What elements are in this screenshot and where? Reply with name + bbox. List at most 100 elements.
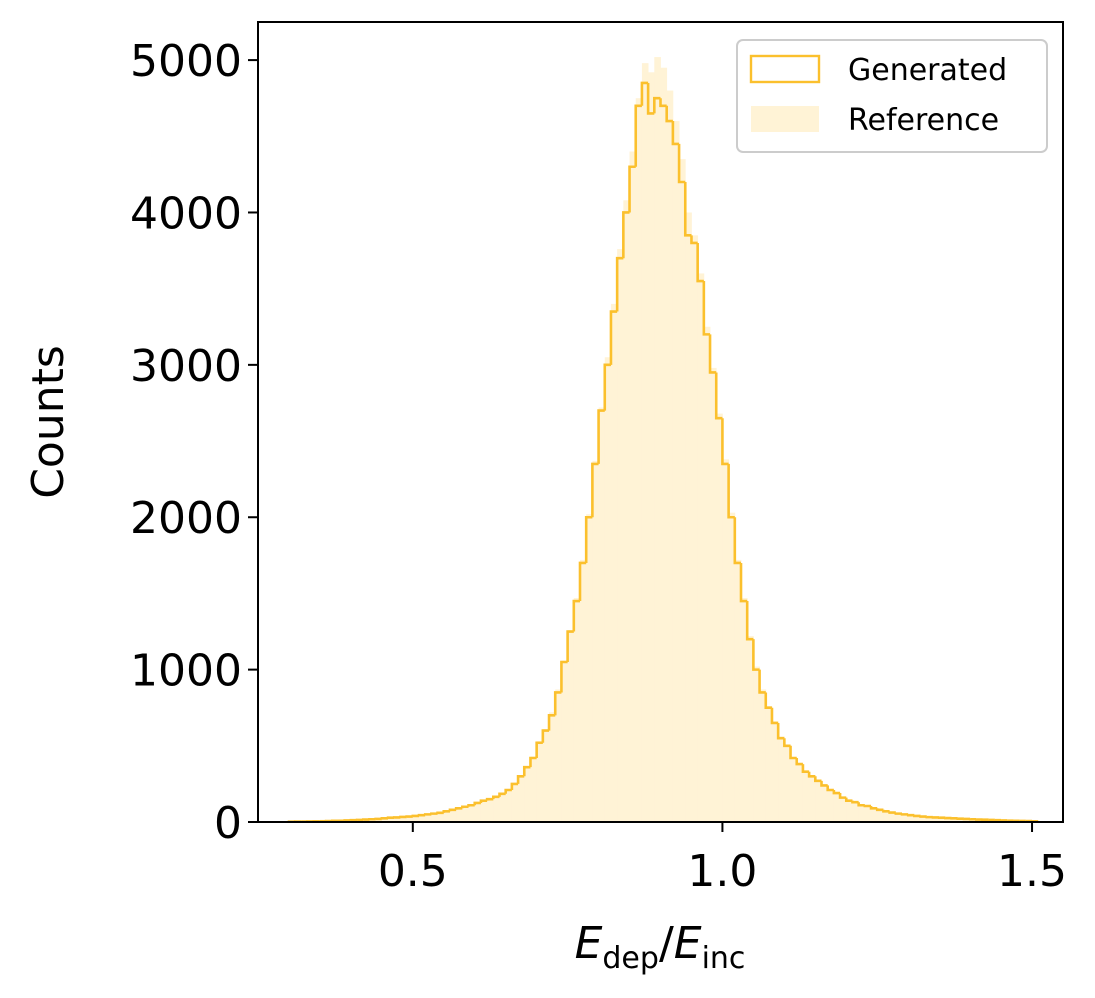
generated-step xyxy=(721,418,729,466)
generated-step xyxy=(411,814,419,818)
generated-step xyxy=(844,797,853,802)
reference-bar xyxy=(883,811,891,822)
reference-bar xyxy=(456,807,463,822)
axes: 0.5 1.0 1.5 0 1000 2000 3000 4000 5000 xyxy=(130,21,1067,897)
reference-bar xyxy=(833,792,841,822)
generated-step xyxy=(461,805,469,809)
reference-bar xyxy=(635,98,643,822)
y-tick-label: 1000 xyxy=(130,646,242,697)
x-axis-title-slash: / xyxy=(659,918,674,969)
reference-bar xyxy=(802,770,810,822)
generated-step xyxy=(900,813,909,816)
reference-bar xyxy=(697,273,705,822)
generated-step xyxy=(820,780,828,787)
reference-bar xyxy=(462,806,469,822)
reference-bar xyxy=(747,636,754,822)
generated-step xyxy=(776,722,785,740)
generated-step xyxy=(454,806,463,810)
reference-bar xyxy=(716,413,723,822)
generated-step xyxy=(479,799,488,803)
reference-bar xyxy=(431,813,438,822)
reference-bar xyxy=(623,200,630,823)
generated-step xyxy=(609,310,618,365)
reference-bar xyxy=(388,817,395,822)
reference-bar xyxy=(821,785,829,822)
generated-step xyxy=(504,788,512,794)
generated-step xyxy=(529,756,537,768)
reference-bar xyxy=(932,817,940,822)
x-axis-title-sub2: inc xyxy=(702,941,746,976)
generated-step xyxy=(572,599,580,632)
reference-bar xyxy=(889,812,897,822)
reference-bar xyxy=(412,815,420,822)
y-tick-label: 2000 xyxy=(130,493,242,544)
legend: Generated Reference xyxy=(736,39,1048,153)
reference-bar xyxy=(722,459,730,822)
generated-step xyxy=(467,803,475,807)
reference-bar xyxy=(877,809,884,822)
reference-bar xyxy=(561,660,569,822)
generated-step xyxy=(473,801,481,806)
reference-bar xyxy=(419,814,426,822)
generated-step xyxy=(442,810,450,813)
reference-bar xyxy=(809,775,816,822)
reference-bar xyxy=(394,817,401,822)
legend-label-reference: Reference xyxy=(848,103,999,138)
generated-step xyxy=(739,562,748,603)
legend-label-generated: Generated xyxy=(848,53,1007,88)
reference-bar xyxy=(549,712,556,822)
reference-bar xyxy=(592,460,599,822)
reference-bar xyxy=(902,814,909,822)
y-tick-label: 5000 xyxy=(130,36,242,87)
reference-bar xyxy=(610,303,618,822)
generated-step xyxy=(510,782,519,790)
reference-bar xyxy=(939,817,946,822)
generated-step xyxy=(863,804,872,808)
generated-step xyxy=(597,409,605,464)
reference-bar xyxy=(511,783,519,822)
reference-bar xyxy=(518,775,525,822)
reference-bar xyxy=(604,357,612,822)
reference-bar xyxy=(728,512,736,822)
generated-step xyxy=(758,669,766,694)
reference-bar xyxy=(369,819,377,822)
reference-bar xyxy=(648,72,655,823)
reference-bar xyxy=(895,813,903,822)
generated-step xyxy=(714,372,723,420)
x-tick-label: 0.5 xyxy=(378,846,448,897)
generated-step xyxy=(869,806,878,810)
x-axis-title: Edep/Einc xyxy=(575,918,746,976)
reference-bar xyxy=(871,808,878,822)
reference-bar xyxy=(449,809,457,822)
reference-bar xyxy=(493,796,500,822)
generated-step xyxy=(628,165,636,213)
reference-bar xyxy=(920,816,928,822)
y-tick-label: 3000 xyxy=(130,341,242,392)
generated-step xyxy=(851,800,859,804)
generated-step xyxy=(913,814,921,818)
legend-swatch-reference xyxy=(751,106,819,132)
reference-bar xyxy=(710,367,717,822)
generated-step xyxy=(770,707,779,725)
reference-bar xyxy=(437,812,445,822)
reference-bar xyxy=(784,745,791,822)
generated-step xyxy=(485,797,494,801)
reference-bar xyxy=(691,235,699,823)
x-tick-label: 1.0 xyxy=(687,846,757,897)
generated-step xyxy=(745,601,754,641)
generated-step xyxy=(560,660,568,693)
x-axis-title-main2: E xyxy=(674,918,702,969)
reference-bar xyxy=(406,816,414,822)
generated-step xyxy=(423,813,432,816)
generated-step xyxy=(764,692,772,710)
generated-step xyxy=(578,561,587,602)
reference-bar xyxy=(685,212,692,822)
generated-step xyxy=(615,256,624,312)
generated-step xyxy=(653,96,661,114)
generated-step xyxy=(882,809,890,813)
reference-bar xyxy=(480,800,488,822)
reference-bar xyxy=(672,121,680,823)
reference-bar xyxy=(400,816,408,822)
generated-step xyxy=(875,808,884,812)
